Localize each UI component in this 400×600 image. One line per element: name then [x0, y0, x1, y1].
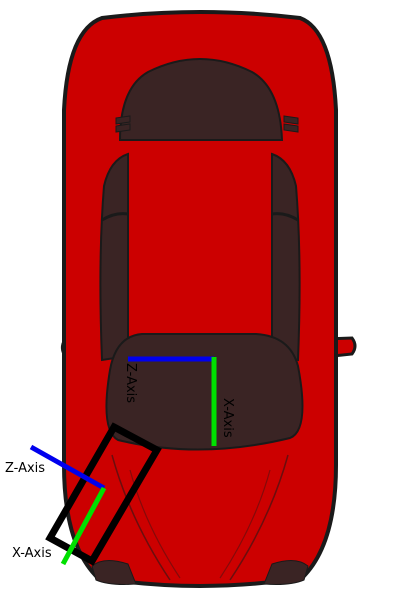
windshield	[105, 333, 304, 451]
rear-window	[118, 58, 284, 141]
car-z-axis-label: Z-Axis	[123, 363, 138, 403]
sensor-z-axis-line	[29, 444, 106, 491]
front-right-wheel	[263, 560, 309, 585]
hood-line-left-inner	[129, 469, 181, 579]
sensor-x-axis-label: X-Axis	[12, 546, 52, 561]
hood-line-right	[229, 454, 289, 581]
sensor-x-axis-line	[60, 486, 107, 566]
sensor-box	[45, 422, 162, 566]
right-door-line	[271, 212, 299, 222]
front-left-wheel	[91, 560, 137, 585]
hood-line-right-inner	[219, 469, 271, 579]
rear-vent-left	[115, 115, 131, 133]
car-x-axis-label: X-Axis	[220, 398, 235, 438]
left-door-line	[101, 212, 129, 222]
sensor-z-axis-label: Z-Axis	[5, 461, 45, 476]
rear-vent-right	[283, 115, 299, 133]
hood-line-left	[111, 454, 171, 581]
left-side-window	[99, 152, 129, 362]
right-side-window	[271, 152, 301, 362]
